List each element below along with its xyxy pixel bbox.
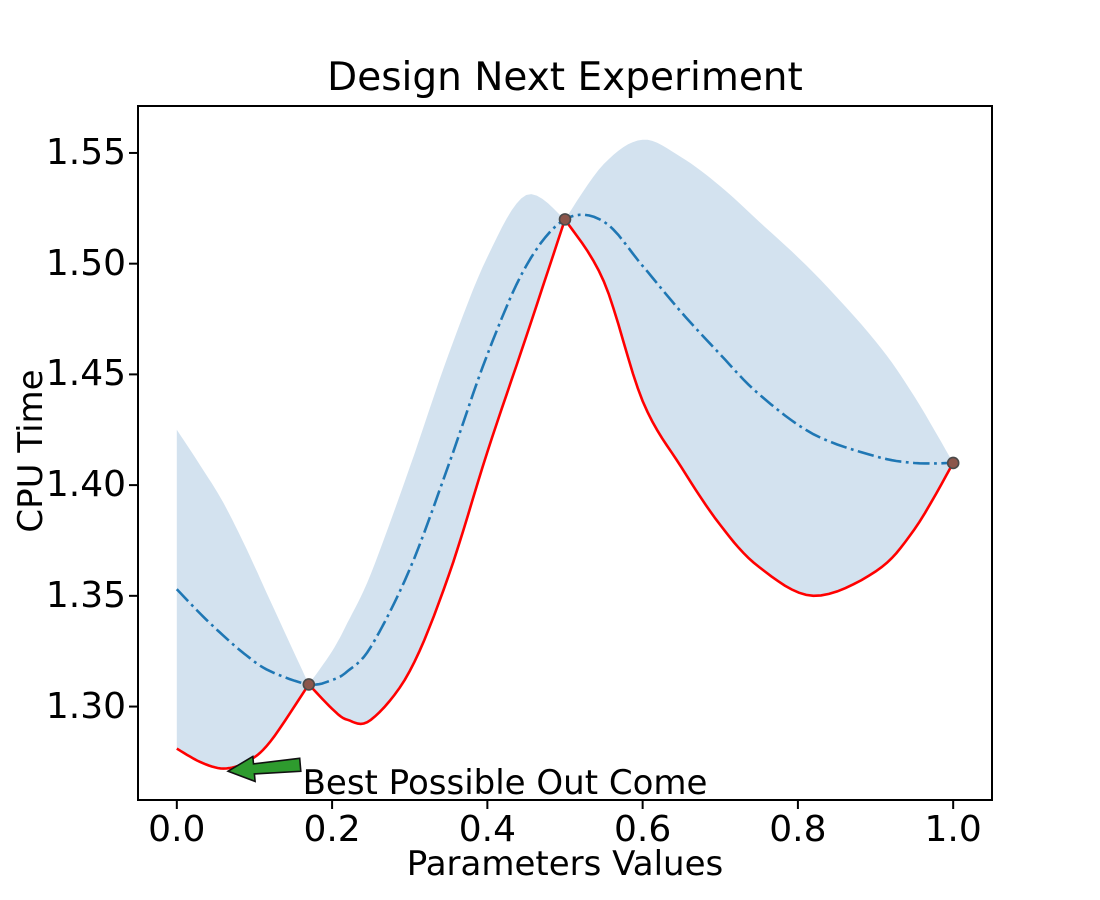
x-tick-label: 1.0 bbox=[924, 809, 982, 850]
observation-point bbox=[946, 456, 960, 470]
x-tick-label: 0.6 bbox=[613, 809, 672, 850]
x-tick-label: 0.8 bbox=[769, 809, 827, 850]
y-tick-label: 1.55 bbox=[45, 131, 126, 173]
y-tick-label: 1.45 bbox=[45, 353, 126, 395]
y-tick-label: 1.50 bbox=[45, 242, 126, 284]
observation-point bbox=[302, 678, 316, 691]
x-axis-label: Parameters Values bbox=[406, 844, 724, 884]
confidence-band bbox=[176, 139, 954, 769]
x-tick-label: 0.4 bbox=[458, 809, 516, 850]
plot-frame bbox=[137, 105, 993, 801]
y-tick-label: 1.35 bbox=[45, 574, 126, 616]
x-tick-label: 0.2 bbox=[303, 809, 361, 850]
annotation-arrow bbox=[226, 755, 302, 783]
y-tick-label: 1.30 bbox=[45, 685, 126, 727]
y-tick-label: 1.40 bbox=[45, 464, 126, 506]
gp-mean-line bbox=[175, 213, 954, 687]
y-axis-label: CPU Time bbox=[11, 369, 51, 533]
x-tick-label: 0.0 bbox=[148, 809, 206, 850]
observation-point bbox=[558, 213, 572, 226]
chart-title: Design Next Experiment bbox=[327, 55, 803, 100]
annotation-text: Best Possible Out Come bbox=[302, 763, 708, 804]
lower-bound-line bbox=[176, 216, 955, 770]
